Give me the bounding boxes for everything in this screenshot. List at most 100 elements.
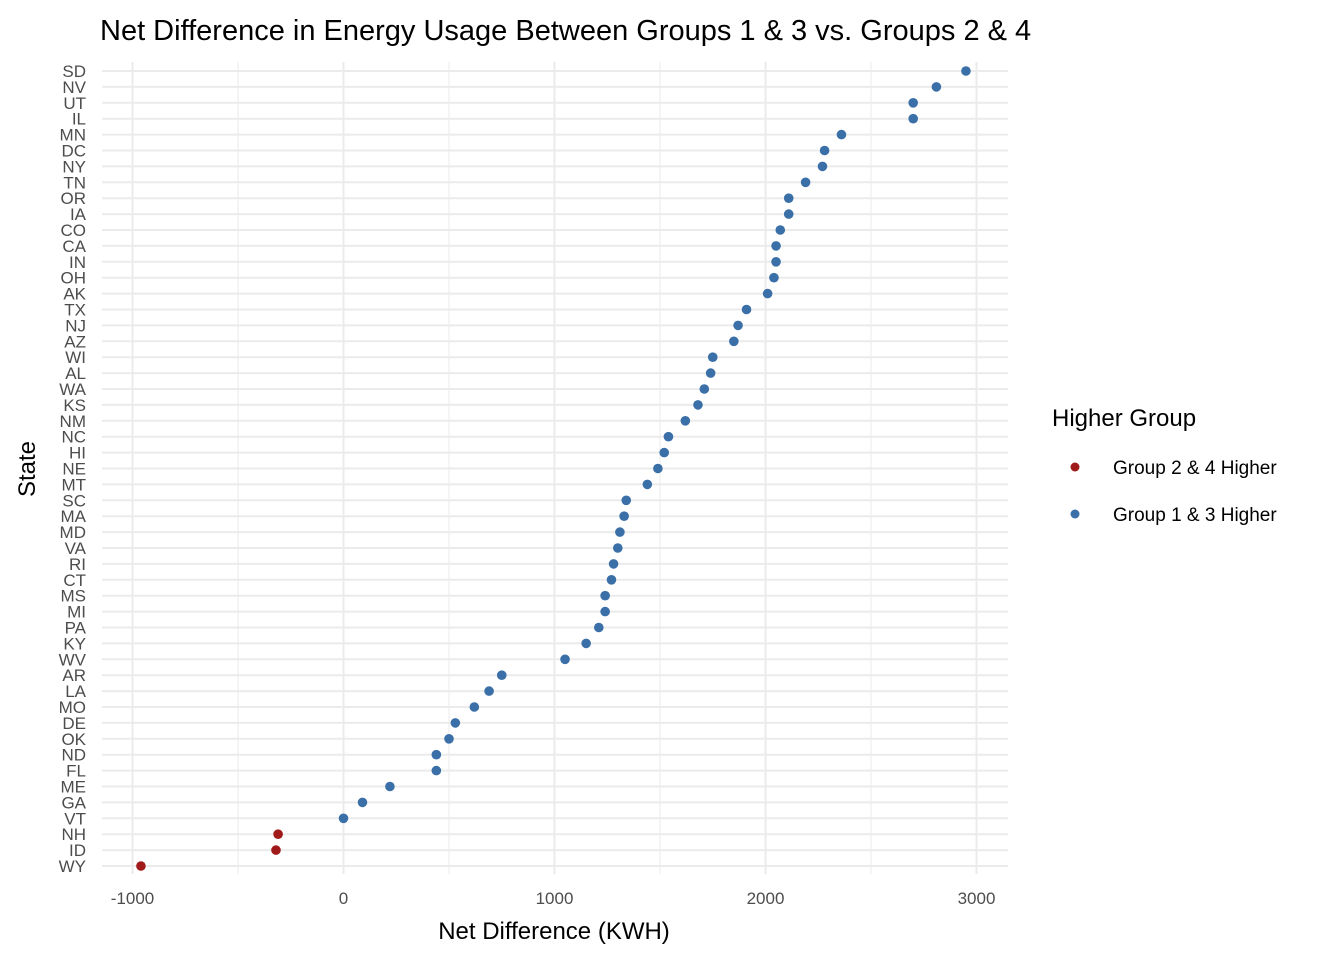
legend-entry-label: Group 2 & 4 Higher [1113,458,1277,479]
legend-entries: Group 2 & 4 Higher Group 1 & 3 Higher [1070,458,1277,526]
data-point-md [615,527,625,537]
legend: Higher Group Group 2 & 4 Higher Group 1 &… [1052,405,1277,526]
data-point-mo [469,702,480,712]
data-point-tx [741,304,752,315]
data-point-mi [600,606,610,617]
data-point-pa [594,622,604,633]
state-label-va: VA [65,539,87,558]
data-point-ri [608,559,619,569]
data-point-nc [663,431,674,442]
data-point-wy [136,861,146,871]
data-point-mt [642,479,653,490]
data-point-wa [699,384,710,394]
data-point-il [908,113,918,124]
data-point-fl [431,765,442,776]
x-tick-label: 2000 [747,889,785,908]
state-label-nm: NM [60,412,86,431]
data-point-wi [707,352,718,363]
data-point-sd [961,66,971,76]
state-label-wa: WA [59,380,86,399]
data-point-az [729,336,739,347]
x-tick-label: 3000 [958,889,996,908]
data-point-dc [819,145,830,156]
data-point-ms [600,590,610,601]
state-label-nv: NV [62,78,86,97]
data-point-ga [357,797,368,808]
data-point-nm [680,416,691,426]
state-label-tn: TN [63,173,86,192]
x-tick-label: 0 [339,889,348,908]
data-point-ut [908,98,918,108]
state-label-mo: MO [59,698,86,717]
state-label-in: IN [69,253,86,272]
data-point-ky [581,638,591,649]
state-label-il: IL [72,110,86,129]
data-point-ca [771,241,781,251]
data-point-ny [817,161,828,172]
x-axis-tick-labels: -1000 0 1000 2000 3000 [111,889,996,908]
data-point-ma [619,511,629,521]
state-label-tx: TX [64,301,86,320]
state-label-ga: GA [61,793,86,812]
x-tick-label: -1000 [111,889,154,908]
state-label-vt: VT [64,809,86,828]
state-label-mi: MI [67,603,86,622]
chart-title: Net Difference in Energy Usage Between G… [100,15,1031,47]
state-label-hi: HI [69,444,86,463]
data-point-al [705,368,716,378]
state-label-nh: NH [61,825,86,844]
state-label-az: AZ [64,332,86,351]
state-label-wi: WI [65,348,86,367]
y-axis-state-labels: SDNVUTILMNDCNYTNORIACOCAINOHAKTXNJAZWIAL… [59,62,87,876]
state-label-al: AL [65,364,86,383]
plot-panel [102,62,1008,874]
state-label-ne: NE [62,460,86,479]
data-point-me [385,781,395,792]
state-label-ri: RI [69,555,86,574]
state-label-wv: WV [59,650,87,669]
state-label-co: CO [61,221,87,240]
state-label-ms: MS [61,587,87,606]
data-point-ks [693,400,703,410]
data-point-ia [783,209,794,219]
state-label-ky: KY [63,634,86,653]
state-label-id: ID [69,841,86,860]
state-label-ny: NY [62,157,86,176]
state-label-dc: DC [61,142,86,161]
data-point-wv [560,654,570,665]
points-layer [136,66,971,871]
data-point-oh [769,272,779,283]
data-point-id [271,845,281,855]
data-point-hi [659,447,670,458]
data-point-de [450,718,461,728]
state-label-ar: AR [62,666,86,685]
state-label-me: ME [61,778,87,797]
state-label-or: OR [61,189,87,208]
state-label-ks: KS [63,396,86,415]
legend-key-marker [1070,509,1080,519]
data-point-nv [931,82,942,92]
data-point-va [613,543,623,553]
state-label-nd: ND [61,746,86,765]
state-label-ut: UT [63,94,86,113]
grid-layer [102,62,1008,874]
state-label-fl: FL [66,762,86,781]
legend-title: Higher Group [1052,405,1196,432]
state-label-ak: AK [63,285,86,304]
state-label-ma: MA [61,507,87,526]
data-point-ct [606,575,617,585]
data-point-ak [762,288,773,299]
data-point-nh [273,829,283,839]
x-axis-title: Net Difference (KWH) [438,918,670,945]
data-point-ne [653,463,663,474]
data-point-co [775,225,786,235]
data-point-nj [733,320,743,331]
state-label-wy: WY [59,857,86,876]
data-point-in [771,257,781,267]
data-point-or [783,193,794,203]
state-label-ct: CT [63,571,86,590]
state-label-oh: OH [61,269,87,288]
state-label-ia: IA [70,205,87,224]
state-label-sc: SC [62,491,86,510]
